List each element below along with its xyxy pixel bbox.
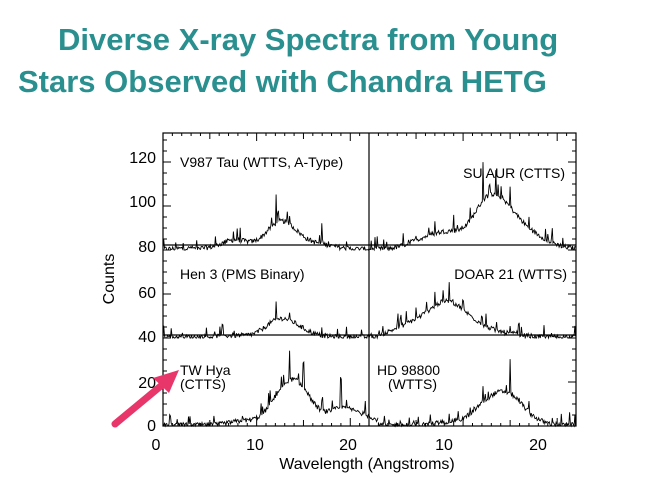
panel-label-hen-3: Hen 3 (PMS Binary) — [180, 266, 304, 282]
x-tick-label: 10 — [435, 437, 453, 454]
spectrum-line-v987-tau-wtts-a-type — [162, 194, 379, 252]
panel-label-v987-tau: V987 Tau (WTTS, A-Type) — [180, 154, 343, 170]
slide-title-line-2: Stars Observed with Chandra HETG — [18, 64, 547, 99]
x-axis-label: Wavelength (Angstroms) — [279, 456, 454, 473]
y-tick-label: 20 — [138, 375, 156, 392]
panel-label-su-aur: SU AUR (CTTS) — [463, 165, 565, 181]
y-axis-label: Counts — [101, 254, 118, 305]
panel-label-tw-hya: TW Hya — [180, 362, 231, 378]
y-tick-label: 60 — [138, 285, 156, 302]
y-tick-label: 0 — [147, 418, 156, 435]
spectrum-line-su-aur-ctts — [378, 162, 576, 252]
spectrum-line-doar-21-wtts — [377, 282, 577, 340]
panel-label-hd-98800-type: (WTTS) — [388, 376, 437, 392]
x-tick-label: 0 — [152, 437, 161, 454]
x-tick-label: 10 — [246, 437, 264, 454]
x-tick-label: 20 — [339, 437, 357, 454]
panel-label-tw-hya-type: (CTTS) — [180, 376, 226, 392]
spectrum-line-hen-3-pms-binary — [162, 301, 379, 340]
y-tick-label: 40 — [138, 329, 156, 346]
y-tick-label: 120 — [129, 150, 156, 167]
panel-label-hd-98800: HD 98800 — [377, 362, 440, 378]
y-tick-label: 80 — [138, 239, 156, 256]
panel-label-doar-21: DOAR 21 (WTTS) — [454, 266, 567, 282]
y-tick-label: 100 — [129, 194, 156, 211]
pointer-arrow — [111, 370, 179, 428]
slide-title-line-1: Diverse X-ray Spectra from Young — [58, 22, 559, 57]
x-tick-label: 20 — [529, 437, 547, 454]
